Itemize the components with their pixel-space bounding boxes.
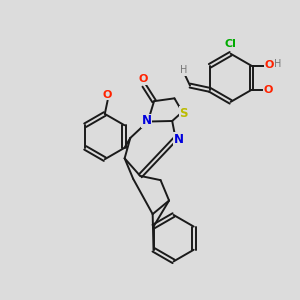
Text: N: N — [174, 133, 184, 146]
Text: S: S — [179, 107, 188, 120]
Text: O: O — [103, 90, 112, 100]
Text: O: O — [264, 60, 274, 70]
Text: N: N — [141, 115, 152, 128]
Text: O: O — [264, 85, 273, 95]
Text: Cl: Cl — [225, 39, 237, 49]
Text: H: H — [180, 65, 188, 75]
Text: O: O — [138, 74, 147, 84]
Text: H: H — [274, 58, 281, 68]
